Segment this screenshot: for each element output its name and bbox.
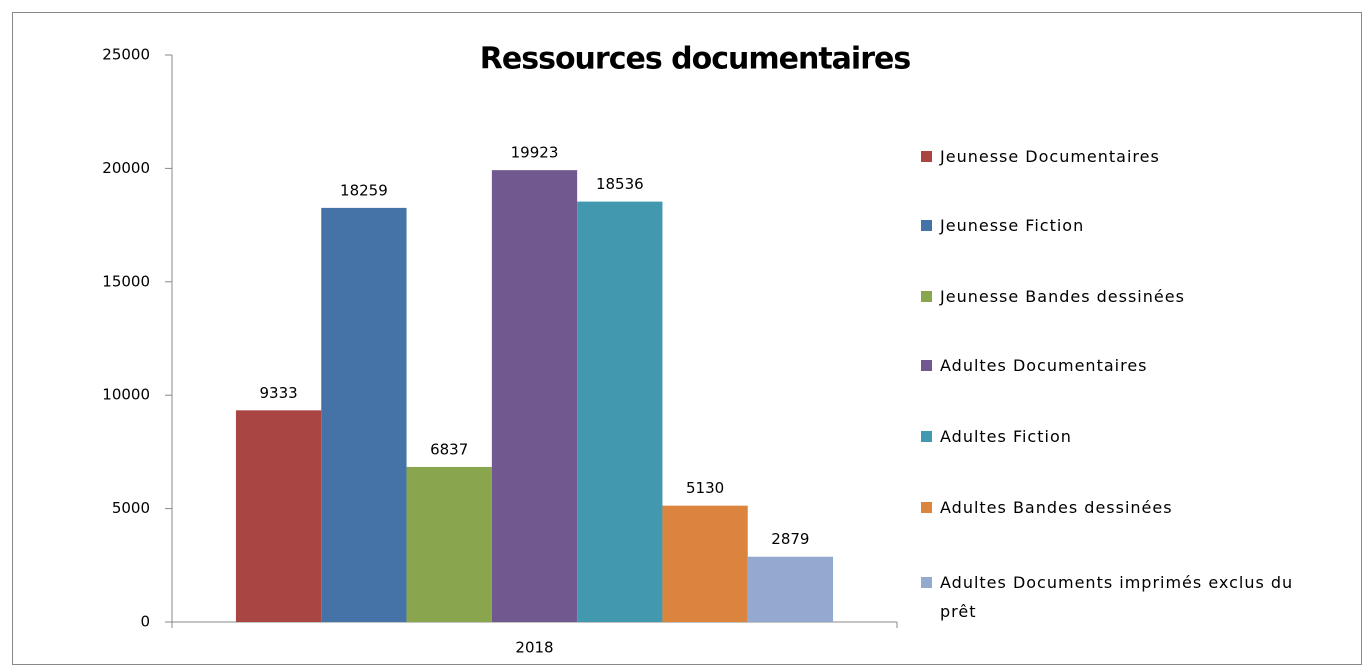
y-tick-label: 20000	[102, 159, 150, 177]
y-tick-label: 25000	[102, 46, 150, 64]
data-label: 18536	[596, 175, 644, 193]
legend-label: Jeunesse Documentaires	[940, 147, 1160, 166]
y-tick-label: 10000	[102, 386, 150, 404]
legend-marker	[921, 577, 932, 588]
legend-label: Jeunesse Fiction	[940, 216, 1085, 235]
bar	[406, 466, 492, 622]
data-label: 18259	[340, 181, 388, 199]
chart-title: Ressources documentaires	[480, 42, 911, 77]
y-tick-label: 5000	[112, 499, 150, 517]
data-label: 2879	[771, 530, 809, 548]
legend-label: Jeunesse Bandes dessinées	[940, 287, 1185, 306]
legend-marker	[921, 502, 932, 513]
legend-label: Adultes Documents imprimés exclus du prê…	[940, 573, 1294, 621]
legend-marker	[921, 431, 932, 442]
bar	[321, 207, 407, 623]
legend-marker	[921, 151, 932, 162]
y-tick-label: 15000	[102, 272, 150, 290]
bar	[662, 505, 748, 622]
x-tick-label: 2018	[515, 639, 553, 657]
legend-label: Adultes Documentaires	[940, 356, 1148, 375]
bar	[491, 170, 578, 622]
legend-label: Adultes Fiction	[940, 427, 1072, 446]
legend-label: Adultes Bandes dessinées	[940, 498, 1173, 517]
bar	[747, 556, 834, 622]
data-label: 19923	[511, 144, 559, 162]
data-label: 5130	[686, 479, 724, 497]
legend-marker	[921, 220, 932, 231]
y-tick-label: 0	[140, 613, 150, 631]
bar	[577, 201, 663, 622]
legend-marker	[921, 291, 932, 302]
legend-marker	[921, 360, 932, 371]
bar	[235, 410, 322, 622]
data-label: 9333	[260, 384, 298, 402]
data-label: 6837	[430, 440, 468, 458]
